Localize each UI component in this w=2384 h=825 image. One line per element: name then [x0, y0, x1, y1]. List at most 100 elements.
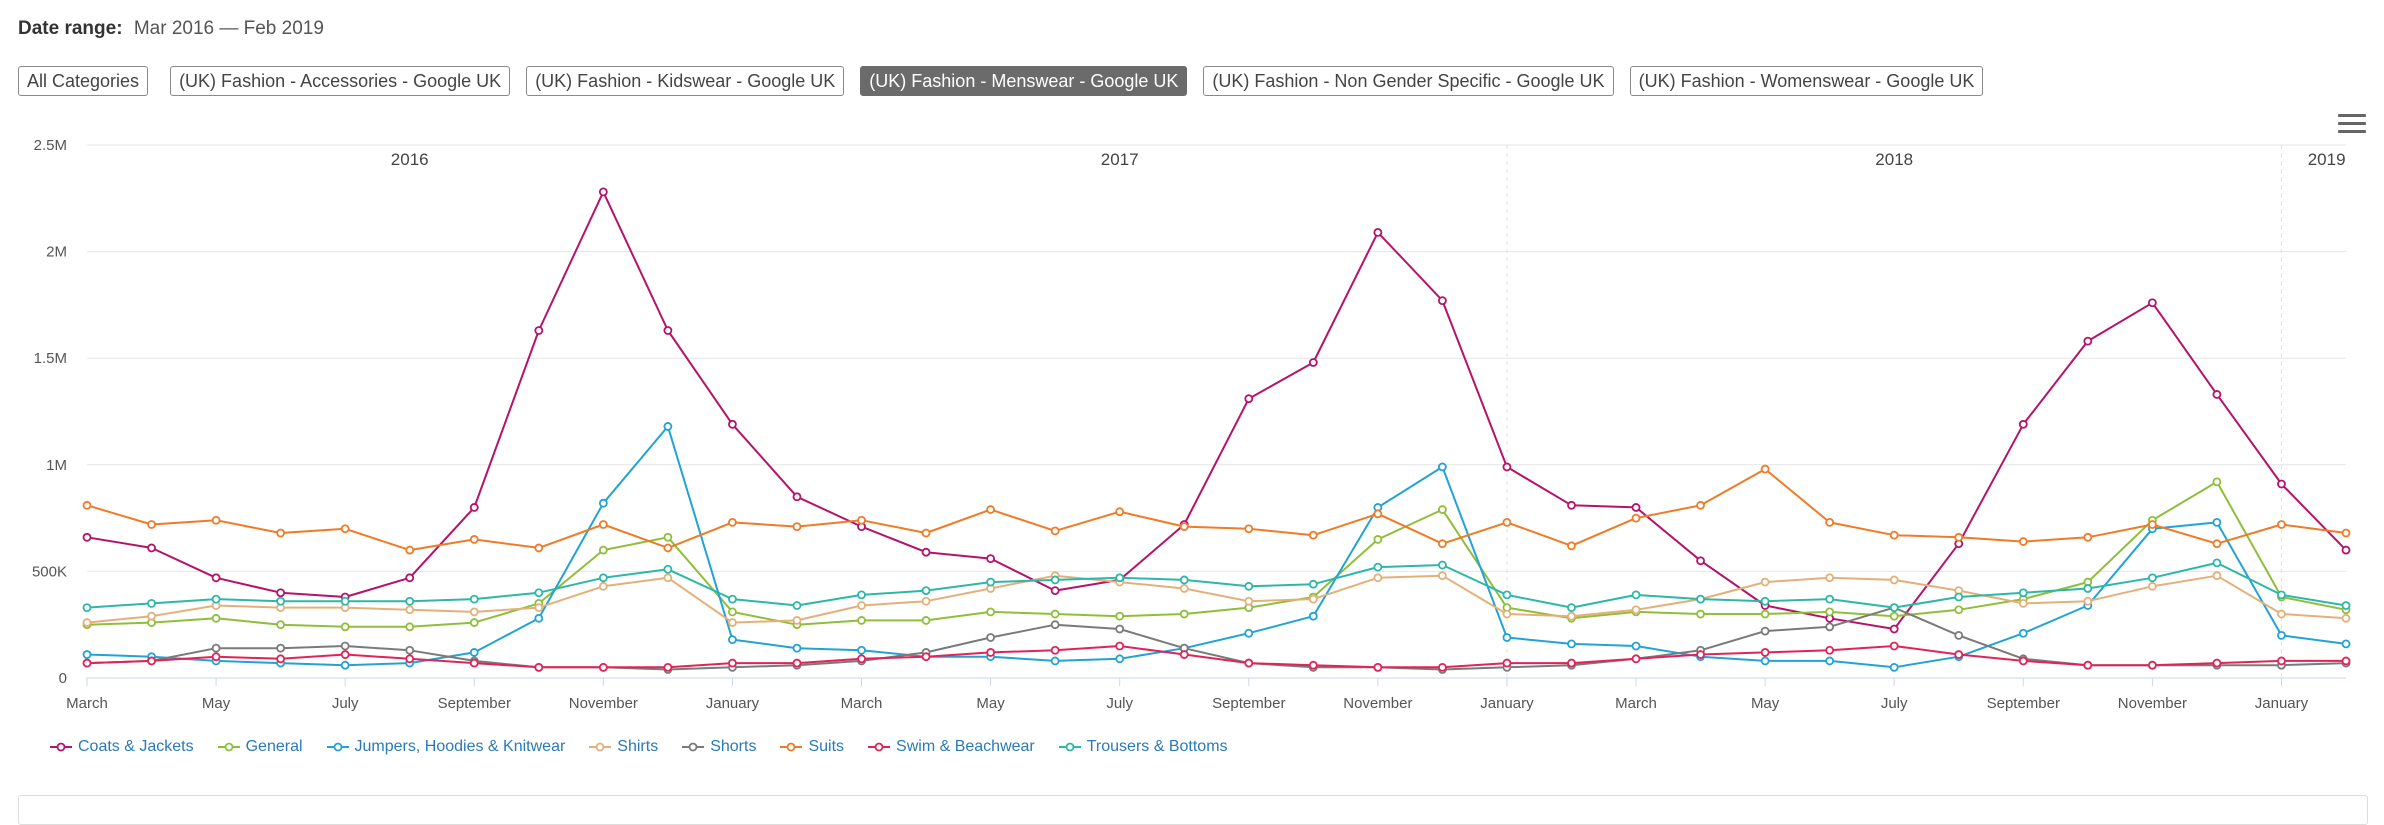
y-tick-label: 2.5M: [34, 137, 67, 154]
data-point: [1502, 609, 1512, 619]
data-point: [1954, 650, 1964, 659]
series-line: [86, 574, 2347, 624]
series-line: [86, 468, 2347, 552]
y-tick-label: 0: [59, 670, 67, 687]
data-point: [857, 645, 866, 655]
data-point: [1438, 505, 1447, 514]
legend-symbol: [868, 742, 891, 752]
data-point: [405, 596, 415, 606]
data-point: [340, 622, 350, 632]
data-point: [1825, 622, 1835, 632]
data-point: [1050, 575, 1060, 585]
data-point: [2277, 520, 2286, 529]
data-point: [986, 648, 995, 657]
data-point: [598, 573, 608, 583]
data-point: [1308, 579, 1318, 589]
data-point: [276, 654, 286, 664]
legend-item[interactable]: General: [217, 738, 303, 756]
hamburger-menu-icon[interactable]: [2338, 114, 2366, 136]
data-point: [663, 564, 673, 574]
year-label: 2018: [1875, 150, 1913, 169]
data-point: [986, 554, 995, 564]
data-point: [534, 613, 544, 623]
data-point: [728, 618, 737, 627]
data-point: [2341, 545, 2351, 555]
data-point: [1760, 596, 1770, 606]
data-point: [1050, 609, 1060, 619]
legend-item[interactable]: Trousers & Bottoms: [1058, 738, 1228, 756]
data-point: [1889, 603, 1899, 613]
date-range-value[interactable]: Mar 2016 — Feb 2019: [133, 18, 324, 39]
filter-all-categories[interactable]: All Categories: [18, 66, 149, 96]
legend-symbol: [589, 742, 612, 752]
x-tick-label: May: [202, 695, 231, 712]
data-point: [82, 658, 92, 668]
data-point: [1438, 462, 1447, 472]
series-line: [86, 645, 2346, 669]
legend-item[interactable]: Shirts: [589, 738, 658, 756]
data-point: [405, 545, 415, 555]
data-point: [534, 603, 544, 613]
data-point: [2018, 656, 2028, 666]
data-point: [147, 598, 156, 608]
data-point: [1825, 517, 1835, 527]
legend-item[interactable]: Jumpers, Hoodies & Knitwear: [326, 738, 565, 756]
legend-symbol: [780, 742, 803, 752]
x-tick-label: September: [438, 695, 511, 712]
series-line: [86, 480, 2347, 628]
bottom-panel: [18, 795, 2368, 825]
data-point: [405, 645, 415, 655]
data-point: [340, 641, 350, 651]
data-point: [728, 594, 737, 604]
legend-item[interactable]: Coats & Jackets: [50, 738, 194, 756]
x-tick-label: July: [332, 695, 359, 712]
data-point: [2018, 588, 2028, 598]
data-point: [1760, 577, 1770, 587]
data-point: [82, 650, 92, 659]
data-point: [82, 532, 92, 542]
filter-womenswear[interactable]: (UK) Fashion - Womenswear - Google UK: [1629, 66, 1984, 96]
data-point: [921, 528, 931, 538]
legend-item[interactable]: Swim & Beachwear: [868, 738, 1035, 756]
data-point: [1050, 526, 1060, 536]
legend-label: Coats & Jackets: [78, 738, 194, 755]
data-point: [1696, 650, 1705, 659]
data-point: [469, 658, 479, 668]
data-point: [2277, 609, 2286, 619]
filter-non-gender-specific[interactable]: (UK) Fashion - Non Gender Specific - Goo…: [1203, 66, 1614, 96]
data-point: [2083, 584, 2093, 593]
data-point: [1373, 662, 1383, 672]
data-point: [598, 187, 608, 197]
data-point: [2341, 613, 2351, 623]
data-point: [598, 545, 608, 555]
data-point: [1308, 594, 1318, 604]
data-point: [469, 648, 479, 657]
data-point: [1050, 645, 1060, 655]
data-point: [921, 547, 931, 557]
data-point: [1954, 592, 1964, 602]
data-point: [211, 515, 221, 525]
data-point: [2277, 479, 2286, 489]
legend-item[interactable]: Shorts: [682, 738, 756, 756]
data-point: [1244, 524, 1254, 534]
data-point: [1954, 605, 1964, 615]
chart-legend: Coats & Jackets General Jumpers, Hoodies &…: [50, 738, 1252, 756]
data-point: [2341, 601, 2351, 610]
data-point: [1115, 507, 1125, 517]
x-tick-label: March: [66, 695, 108, 712]
legend-item[interactable]: Suits: [780, 738, 844, 756]
data-point: [857, 601, 866, 610]
data-point: [276, 528, 286, 538]
data-point: [1244, 596, 1254, 606]
data-point: [2018, 598, 2028, 608]
filter-kidswear[interactable]: (UK) Fashion - Kidswear - Google UK: [526, 66, 845, 96]
series-line: [86, 606, 2347, 671]
filter-menswear[interactable]: (UK) Fashion - Menswear - Google UK: [860, 66, 1188, 96]
filter-accessories[interactable]: (UK) Fashion - Accessories - Google UK: [170, 66, 511, 96]
data-point: [1502, 633, 1512, 642]
data-point: [2018, 537, 2028, 546]
x-tick-label: January: [706, 695, 760, 712]
data-point: [276, 643, 286, 653]
legend-label: Suits: [808, 738, 845, 755]
data-point: [1308, 530, 1318, 540]
